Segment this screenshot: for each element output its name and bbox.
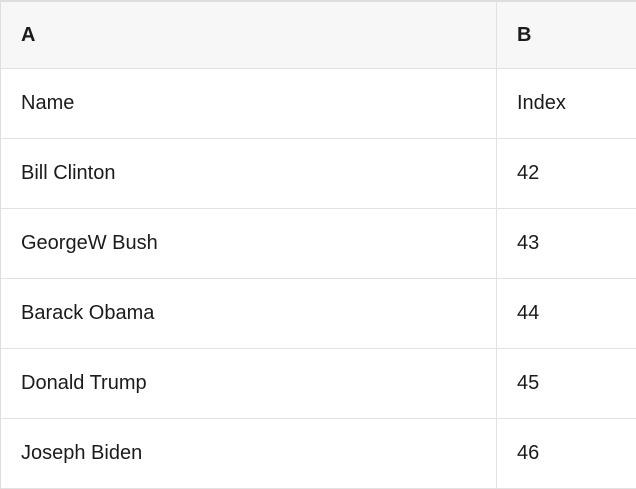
cell-text: 42 (517, 162, 540, 184)
cell-text: GeorgeW Bush (21, 232, 158, 254)
cell-text: Name (21, 92, 75, 114)
cell-text: Barack Obama (21, 302, 155, 324)
table-cell[interactable]: Index (497, 69, 636, 139)
table-row: Name Index (1, 69, 636, 139)
table-row: Donald Trump 45 (1, 349, 636, 419)
cell-text: 43 (517, 232, 540, 254)
cell-text: 44 (517, 302, 540, 324)
table-cell[interactable]: GeorgeW Bush (1, 209, 497, 279)
column-header-a-label: A (21, 23, 36, 46)
table-cell[interactable]: 46 (497, 419, 636, 489)
column-header-b[interactable]: B (497, 2, 636, 69)
cell-text: Joseph Biden (21, 442, 143, 464)
table-cell[interactable]: Joseph Biden (1, 419, 497, 489)
table-cell[interactable]: Bill Clinton (1, 139, 497, 209)
table-cell[interactable]: Barack Obama (1, 279, 497, 349)
table-cell[interactable]: 45 (497, 349, 636, 419)
table-row: Bill Clinton 42 (1, 139, 636, 209)
table-row: GeorgeW Bush 43 (1, 209, 636, 279)
table-cell[interactable]: Name (1, 69, 497, 139)
cell-text: 46 (517, 442, 540, 464)
cell-text: 45 (517, 372, 540, 394)
table-cell[interactable]: 44 (497, 279, 636, 349)
table-row: Barack Obama 44 (1, 279, 636, 349)
cell-text: Bill Clinton (21, 162, 116, 184)
cell-text: Index (517, 92, 566, 114)
table-row: Joseph Biden 46 (1, 419, 636, 489)
cell-text: Donald Trump (21, 372, 147, 394)
column-header-b-label: B (517, 23, 532, 46)
table-cell[interactable]: 42 (497, 139, 636, 209)
column-header-a[interactable]: A (1, 2, 497, 69)
table-cell[interactable]: Donald Trump (1, 349, 497, 419)
column-header-row: A B (1, 2, 636, 69)
table-cell[interactable]: 43 (497, 209, 636, 279)
